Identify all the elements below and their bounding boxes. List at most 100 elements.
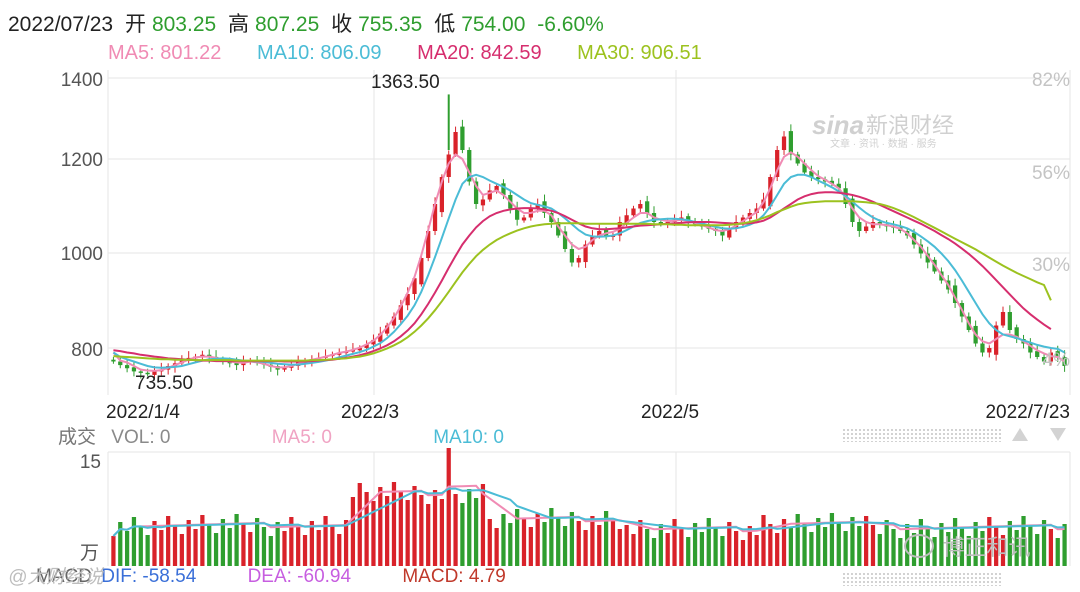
volume-bar-100: [795, 514, 800, 566]
candle-body-50: [453, 132, 458, 155]
candle-body-128: [987, 348, 992, 353]
date-label: 2022/07/23: [8, 13, 114, 36]
volume-bar-93: [747, 526, 752, 566]
volume-bar-0: [111, 536, 116, 566]
volume-bar-73: [610, 520, 616, 566]
volume-bar-126: [973, 522, 978, 566]
macd-scroll-dots: [842, 572, 1002, 586]
low-annotation: 735.50: [135, 373, 193, 394]
vol-ma5: MA5: 0: [271, 427, 332, 448]
volume-bar-29: [309, 521, 314, 566]
volume-bar-82: [672, 519, 677, 566]
sina-sub: 文章 · 资讯 · 数据 · 服务: [830, 137, 937, 150]
candle-body-39: [378, 333, 383, 342]
low-label: 低: [434, 13, 456, 36]
candle-body-127: [980, 343, 985, 353]
candle-body-69: [583, 244, 588, 263]
volume-bar-63: [542, 522, 547, 566]
volume-up-arrow-icon[interactable]: [1012, 428, 1028, 441]
high-value: 807.25: [255, 13, 320, 36]
candle-body-78: [645, 201, 650, 213]
volume-bar-31: [323, 516, 328, 566]
volume-bar-125: [966, 536, 971, 566]
wechat-watermark: 博正和讯: [904, 530, 1030, 562]
volume-bar-66: [562, 526, 568, 566]
volume-bar-45: [419, 495, 424, 566]
vol-ma5-line: [112, 484, 1065, 537]
candle-body-52: [467, 150, 472, 182]
candle-body-90: [727, 228, 732, 238]
candle-body-76: [631, 208, 636, 216]
volume-bar-69: [583, 530, 588, 566]
volume-legend: 成交 VOL: 0 MA5: 0 MA10: 0: [58, 422, 504, 449]
pct-tick-56: 56%: [1032, 163, 1070, 184]
ma20-legend: MA20: 842.59: [417, 42, 542, 64]
high-label: 高: [228, 13, 250, 36]
volume-title: 成交: [58, 427, 97, 448]
volume-bar-70: [590, 516, 595, 566]
candle-body-44: [412, 278, 417, 294]
volume-bar-34: [343, 520, 349, 566]
volume-bar-106: [836, 522, 841, 566]
candle-body-101: [802, 163, 807, 173]
sina-logo: sina: [812, 110, 864, 140]
volume-bar-24: [275, 522, 280, 566]
volume-bar-61: [528, 527, 533, 566]
volume-bar-132: [1014, 530, 1019, 566]
macd-value: MACD: 4.79: [402, 566, 506, 587]
candle-body-37: [364, 344, 369, 348]
sina-name: 新浪财经: [866, 113, 954, 138]
candle-body-54: [480, 199, 486, 206]
volume-bar-98: [781, 519, 787, 566]
candle-body-47: [432, 204, 438, 231]
volume-bar-131: [1007, 521, 1012, 566]
candle-body-95: [761, 199, 766, 209]
volume-bar-10: [179, 534, 184, 566]
volume-bar-36: [357, 483, 362, 566]
volume-bar-4: [138, 526, 143, 566]
candle-body-97: [775, 150, 780, 177]
volume-bar-77: [638, 520, 643, 566]
volume-chart[interactable]: 15 万: [0, 448, 1080, 568]
volume-bar-108: [850, 517, 855, 566]
volume-bar-110: [864, 516, 869, 566]
candle-body-138: [1055, 351, 1060, 357]
volume-bar-121: [939, 523, 944, 566]
volume-down-arrow-icon[interactable]: [1050, 428, 1066, 441]
volume-bar-65: [556, 517, 561, 566]
ma10-legend: MA10: 806.09: [256, 42, 382, 64]
volume-bar-35: [350, 497, 356, 566]
y-tick-800: 800: [71, 340, 103, 361]
candle-body-53: [473, 181, 479, 204]
price-chart[interactable]: 1400 1200 1000 800 82% 56% 30% 4% 2022/1…: [0, 0, 1080, 420]
pct-tick-30: 30%: [1032, 255, 1070, 276]
macd-legend: MACD DIF: -58.54 DEA: -60.94 MACD: 4.79: [36, 566, 506, 588]
volume-bar-52: [467, 489, 472, 566]
candle-body-105: [829, 180, 835, 184]
volume-bar-105: [829, 513, 835, 566]
volume-bar-49: [446, 448, 451, 566]
volume-bar-130: [1000, 535, 1006, 566]
open-label: 开: [124, 13, 146, 36]
candle-body-56: [494, 186, 499, 191]
volume-bar-21: [255, 518, 260, 566]
volume-bar-89: [720, 536, 725, 566]
wechat-name: 博正和讯: [942, 535, 1031, 560]
volume-bar-3: [131, 517, 137, 566]
pct-tick-4: 4%: [1043, 350, 1071, 371]
macd-title: MACD: [36, 566, 92, 587]
volume-bar-135: [1035, 534, 1040, 566]
volume-bar-84: [686, 537, 691, 566]
volume-bar-137: [1048, 529, 1054, 566]
candle-body-130: [1000, 312, 1006, 326]
ma-legend: MA5: 801.22 MA10: 806.09 MA20: 842.59 MA…: [108, 42, 732, 65]
volume-bar-48: [439, 499, 444, 566]
volume-bar-62: [535, 513, 540, 566]
x-tick-jan: 2022/1/4: [106, 402, 180, 420]
volume-bar-136: [1041, 520, 1047, 566]
candle-body-41: [391, 316, 397, 326]
volume-bar-6: [152, 521, 157, 566]
candle-body-18: [234, 362, 239, 366]
candle-body-5: [145, 372, 150, 375]
volume-bar-97: [775, 533, 780, 566]
